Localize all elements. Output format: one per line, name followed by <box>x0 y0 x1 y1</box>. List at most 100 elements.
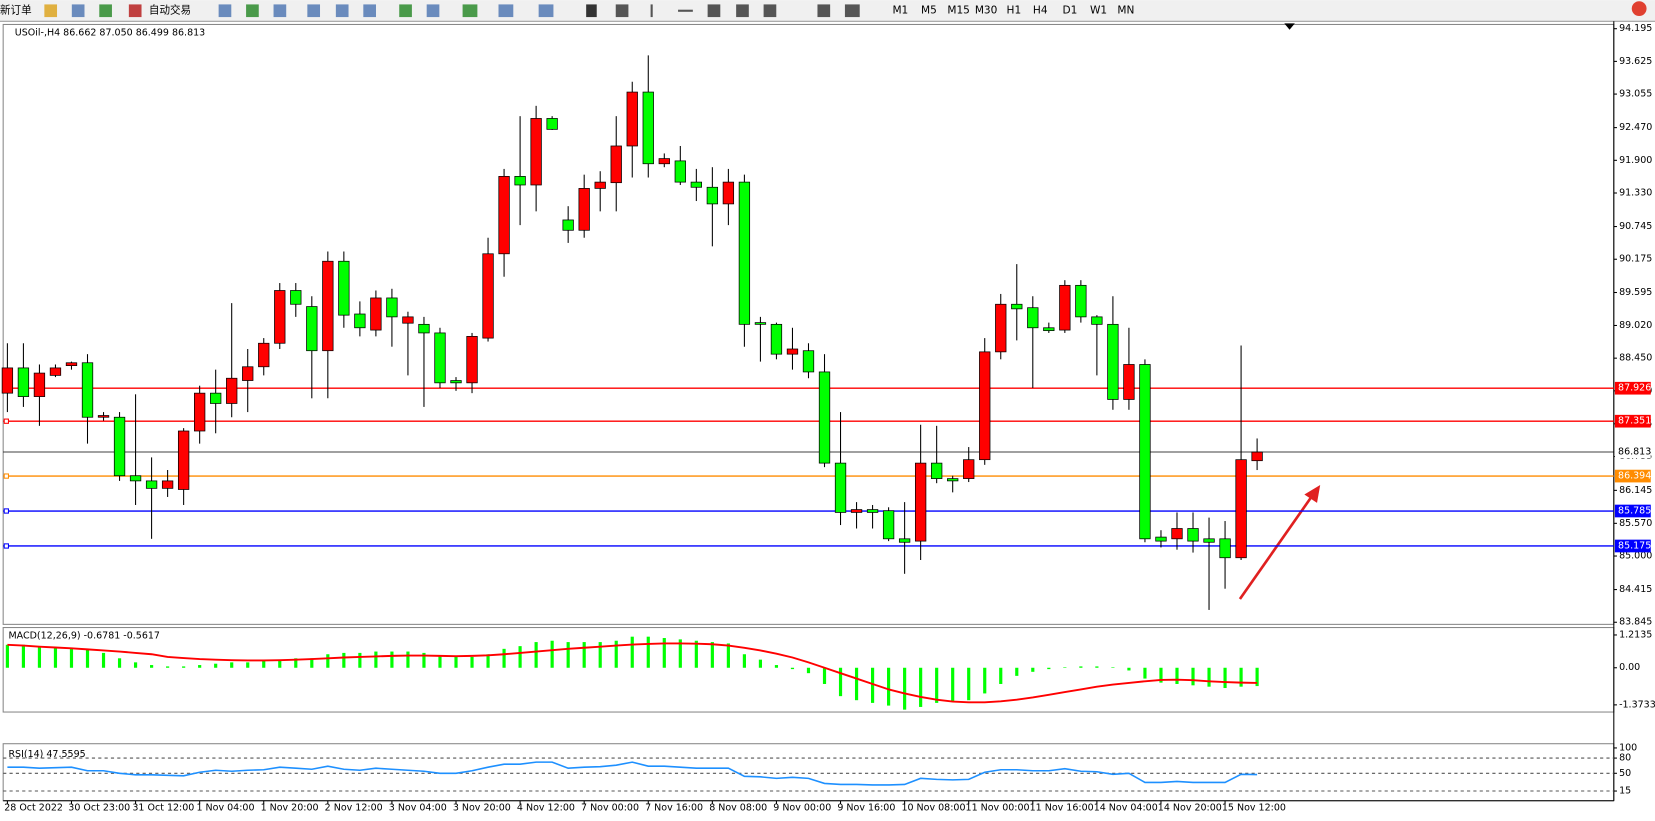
y-tick-label: 91.330 <box>1619 188 1652 199</box>
candle-body <box>145 480 158 489</box>
x-tick-label: 15 Nov 12:00 <box>1222 803 1286 814</box>
level-handle <box>3 508 9 514</box>
candle-body <box>402 316 414 324</box>
macd-bar <box>790 667 795 670</box>
rsi-panel <box>2 743 1615 802</box>
candle-body <box>1187 528 1199 542</box>
candle-body <box>1139 364 1151 540</box>
macd-bar <box>774 665 779 668</box>
macd-bar <box>919 667 923 707</box>
candle-body <box>322 260 334 352</box>
macd-bar <box>214 663 218 668</box>
candle-body <box>770 323 783 355</box>
level-label-bg <box>1614 381 1651 395</box>
macd-bar <box>133 662 138 668</box>
candle-body <box>850 509 863 513</box>
macd-bar <box>758 659 763 668</box>
candle-body <box>546 118 558 130</box>
x-tick-label: 30 Oct 23:00 <box>68 803 130 814</box>
candle-body <box>802 350 815 373</box>
candle-body <box>466 336 478 384</box>
macd-bar <box>614 640 618 668</box>
macd-bar <box>1255 667 1259 687</box>
candle-body <box>49 367 62 376</box>
toolbar-item[interactable]: 新订单 <box>0 4 32 17</box>
candle-body <box>1171 528 1183 540</box>
candle-body <box>706 186 719 205</box>
candle-body <box>594 181 606 189</box>
macd-bar <box>53 647 58 668</box>
toolbar-item[interactable]: M30 <box>975 5 998 17</box>
macd-bar <box>887 667 891 706</box>
toolbar-item[interactable]: H1 <box>1007 5 1022 17</box>
candle-body <box>578 188 590 231</box>
candle-body <box>1235 459 1247 559</box>
x-tick-label: 4 Nov 12:00 <box>517 803 575 814</box>
level-label: 85.785 <box>1618 506 1651 517</box>
candle-body <box>995 303 1007 353</box>
toolbar-icons <box>44 1 1647 18</box>
level-handle <box>3 473 9 479</box>
candle-body <box>1043 327 1055 332</box>
toolbar-item[interactable]: H4 <box>1033 5 1048 17</box>
candle-body <box>1091 316 1103 325</box>
candle-body <box>129 475 142 482</box>
candle-body <box>947 478 959 482</box>
candle-body <box>1075 284 1087 318</box>
rsi-line <box>7 761 1258 786</box>
macd-bar <box>518 646 522 668</box>
candle-body <box>418 323 430 334</box>
toolbar-item[interactable]: 自动交易 <box>149 4 191 17</box>
macd-signal <box>7 642 1258 704</box>
annotation-arrowhead <box>1304 484 1321 503</box>
candle-body <box>354 313 366 329</box>
macd-bar <box>85 648 90 668</box>
candle-body <box>81 362 94 418</box>
toolbar-item[interactable]: M5 <box>921 5 937 17</box>
macd-bar <box>1031 667 1035 672</box>
toolbar-item[interactable]: MN <box>1117 5 1134 17</box>
candle-body <box>514 176 526 186</box>
candle-body <box>642 91 654 165</box>
level-label: 87.926 <box>1618 383 1651 394</box>
candle-body <box>562 219 574 231</box>
candle-body <box>1251 451 1263 462</box>
macd-bar <box>502 648 506 668</box>
macd-bar <box>742 654 746 668</box>
macd-bar <box>1063 667 1067 668</box>
macd-bar <box>598 642 602 668</box>
macd-bar <box>166 666 170 668</box>
macd-bar <box>838 667 843 697</box>
candle-body <box>1219 538 1231 559</box>
macd-bar <box>326 654 330 668</box>
macd-bar <box>278 659 282 668</box>
macd-bar <box>550 640 554 668</box>
x-tick-label: 11 Nov 16:00 <box>1030 803 1094 814</box>
candle-body <box>242 366 254 381</box>
candle-body <box>65 362 78 366</box>
candle-body <box>866 509 879 513</box>
candle-body <box>97 415 110 418</box>
macd-bar <box>806 667 811 674</box>
macd-bar <box>342 652 346 668</box>
y-tick-label: 1.2135 <box>1619 629 1652 640</box>
macd-bar <box>935 667 939 703</box>
toolbar-item[interactable]: M15 <box>947 5 970 17</box>
candle-body <box>963 459 975 479</box>
candle-body <box>482 253 494 339</box>
toolbar-item[interactable]: W1 <box>1090 5 1107 17</box>
candle-body <box>226 377 238 404</box>
candle-body <box>306 306 318 352</box>
y-tick-label: 94.195 <box>1619 23 1652 34</box>
candle-body <box>1027 307 1039 329</box>
toolbar-item[interactable]: D1 <box>1062 5 1077 17</box>
x-tick-label: 2 Nov 12:00 <box>325 803 383 814</box>
toolbar-item[interactable]: M1 <box>892 5 908 17</box>
macd-bar <box>694 640 698 668</box>
candle-body <box>754 322 767 325</box>
x-tick-label: 1 Nov 04:00 <box>196 803 254 814</box>
macd-bar <box>374 651 378 668</box>
x-tick-label: 9 Nov 16:00 <box>837 803 895 814</box>
macd-bar <box>262 661 266 668</box>
